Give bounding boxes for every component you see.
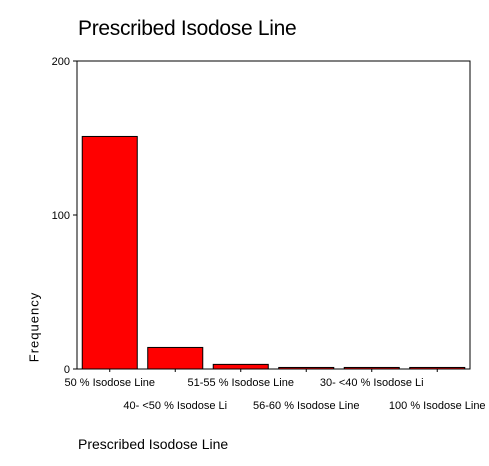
y-tick-label: 200 xyxy=(52,56,70,68)
bar xyxy=(81,135,138,370)
x-tick-label: 30- <40 % Isodose Li xyxy=(320,377,424,389)
bar xyxy=(409,366,466,370)
x-tick-label: 50 % Isodose Line xyxy=(64,377,155,389)
x-axis-label: Prescribed Isodose Line xyxy=(78,436,229,452)
chart-title: Prescribed Isodose Line xyxy=(78,17,297,40)
x-tick-label: 40- <50 % Isodose Li xyxy=(123,400,227,412)
bar xyxy=(343,366,400,370)
x-tick-label: 100 % Isodose Line xyxy=(389,400,486,412)
x-tick-label: 51-55 % Isodose Line xyxy=(188,377,294,389)
bar xyxy=(278,366,335,370)
y-tick-label: 0 xyxy=(64,364,70,376)
bar xyxy=(147,346,204,370)
y-tick-label: 100 xyxy=(52,210,70,222)
bar xyxy=(212,363,269,370)
x-tick-label: 56-60 % Isodose Line xyxy=(253,400,359,412)
